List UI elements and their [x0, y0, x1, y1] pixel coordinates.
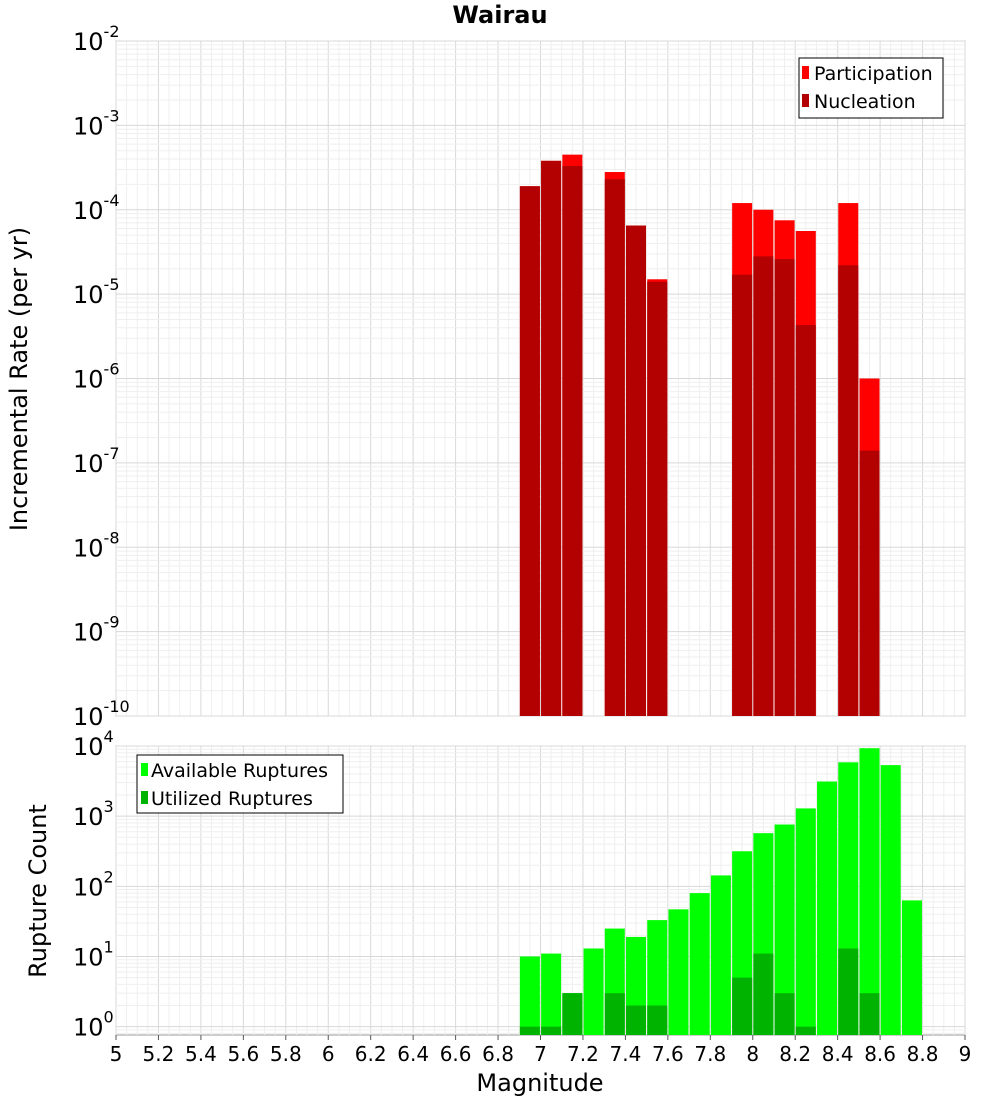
legend-swatch-nucleation	[802, 94, 809, 107]
bar-nucleation	[753, 256, 774, 716]
bar-utilized-ruptures	[732, 977, 753, 1035]
x-tick-label: 7.6	[652, 1042, 684, 1066]
bottom-legend-box	[136, 754, 344, 814]
bar-utilized-ruptures	[859, 993, 880, 1035]
top-y-tick-label: 10-3	[73, 106, 120, 140]
bar-available-ruptures	[817, 781, 838, 1035]
bar-utilized-ruptures	[795, 1026, 816, 1035]
x-tick-label: 7.2	[567, 1042, 599, 1066]
bottom-plot: 100 101 102 103 104 5 5.2 5.4 5.6 5.8 6 6.2 6.4 6.6 6…	[24, 727, 971, 1097]
top-y-tick-label: 10-6	[73, 360, 120, 394]
legend-label-utilized: Utilized Ruptures	[151, 788, 313, 810]
bar-nucleation	[541, 160, 562, 717]
bar-available-ruptures	[901, 900, 922, 1035]
x-tick-label: 6.8	[482, 1042, 514, 1066]
top-plot: 10-10 10-9 10-8 10-7 10-6 10-5 10-4 10-3 10-2 In…	[5, 22, 966, 731]
chart-title: Wairau	[452, 1, 547, 29]
top-y-ticks: 10-10 10-9 10-8 10-7 10-6 10-5 10-4 10-3 10-2	[73, 22, 130, 731]
top-y-tick-label: 10-8	[73, 528, 120, 562]
bar-available-ruptures	[795, 808, 816, 1035]
top-y-tick-label: 10-9	[73, 613, 120, 647]
x-tick-label: 7.8	[694, 1042, 726, 1066]
top-y-axis-title: Incremental Rate (per yr)	[5, 227, 33, 531]
bar-available-ruptures	[859, 748, 880, 1035]
bottom-y-tick-label: 104	[73, 727, 114, 761]
x-tick-label: 9	[959, 1042, 972, 1066]
x-tick-label: 8.6	[864, 1042, 896, 1066]
bar-available-ruptures	[689, 893, 710, 1035]
bar-utilized-ruptures	[838, 948, 859, 1035]
bar-nucleation	[562, 166, 583, 717]
bar-nucleation	[732, 274, 753, 716]
bar-available-ruptures	[880, 765, 901, 1035]
legend-swatch-utilized	[141, 791, 148, 804]
bar-utilized-ruptures	[647, 1005, 668, 1035]
bar-utilized-ruptures	[519, 1026, 540, 1035]
bar-available-ruptures	[541, 953, 562, 1035]
bottom-bars	[519, 748, 922, 1035]
x-tick-label: 5.2	[143, 1042, 175, 1066]
bar-nucleation	[795, 325, 816, 716]
bar-available-ruptures	[519, 956, 540, 1035]
top-legend-box	[798, 57, 944, 119]
x-tick-label: 8.8	[907, 1042, 939, 1066]
bar-utilized-ruptures	[541, 1026, 562, 1035]
bar-available-ruptures	[710, 875, 731, 1035]
x-tick-label: 6	[322, 1042, 335, 1066]
bar-nucleation	[859, 450, 880, 716]
legend-label-participation: Participation	[814, 63, 933, 85]
top-grid	[115, 40, 966, 717]
x-tick-label: 8.4	[822, 1042, 854, 1066]
x-tick-label: 5.8	[270, 1042, 302, 1066]
top-y-tick-label: 10-2	[73, 22, 120, 56]
bottom-y-tick-label: 100	[73, 1008, 114, 1042]
x-axis-title: Magnitude	[476, 1069, 603, 1097]
top-y-tick-label: 10-10	[73, 697, 130, 731]
bottom-y-tick-label: 103	[73, 797, 114, 831]
x-tick-label: 5	[110, 1042, 123, 1066]
bar-nucleation	[774, 259, 795, 716]
x-tick-label: 6.4	[397, 1042, 429, 1066]
bar-available-ruptures	[668, 909, 689, 1035]
x-tick-label: 6.6	[440, 1042, 472, 1066]
top-bars	[519, 154, 880, 717]
x-tick-label: 7.4	[609, 1042, 641, 1066]
legend-swatch-participation	[802, 66, 809, 79]
bar-utilized-ruptures	[562, 993, 583, 1035]
bar-utilized-ruptures	[626, 1005, 647, 1035]
bottom-y-tick-label: 101	[73, 937, 114, 971]
bottom-y-axis-title: Rupture Count	[24, 804, 52, 978]
x-tick-label: 8	[746, 1042, 759, 1066]
bar-nucleation	[519, 186, 540, 716]
bar-nucleation	[647, 281, 668, 716]
x-tick-label: 5.4	[185, 1042, 217, 1066]
bar-nucleation	[626, 225, 647, 716]
bar-available-ruptures	[774, 824, 795, 1035]
bar-utilized-ruptures	[753, 953, 774, 1035]
legend-swatch-available	[141, 763, 148, 776]
bar-utilized-ruptures	[774, 993, 795, 1035]
top-y-tick-label: 10-5	[73, 275, 120, 309]
bottom-y-tick-label: 102	[73, 867, 114, 901]
bottom-legend: Available Ruptures Utilized Ruptures	[136, 754, 344, 814]
legend-label-nucleation: Nucleation	[814, 91, 916, 113]
legend-label-available: Available Ruptures	[151, 760, 328, 782]
x-tick-label: 8.2	[779, 1042, 811, 1066]
top-y-tick-label: 10-7	[73, 444, 120, 478]
top-legend: Participation Nucleation	[798, 57, 944, 119]
x-ticks: 5 5.2 5.4 5.6 5.8 6 6.2 6.4 6.6 6.8 7 7.2 7.4 7.6 7.8 8…	[110, 1035, 972, 1066]
top-y-tick-label: 10-4	[73, 191, 120, 225]
bar-available-ruptures	[583, 948, 604, 1035]
x-tick-label: 5.6	[227, 1042, 259, 1066]
bottom-y-ticks: 100 101 102 103 104	[73, 727, 114, 1042]
bar-utilized-ruptures	[604, 993, 625, 1035]
bar-nucleation	[604, 179, 625, 716]
x-tick-label: 6.2	[355, 1042, 387, 1066]
bar-nucleation	[838, 265, 859, 716]
x-tick-label: 7	[534, 1042, 547, 1066]
